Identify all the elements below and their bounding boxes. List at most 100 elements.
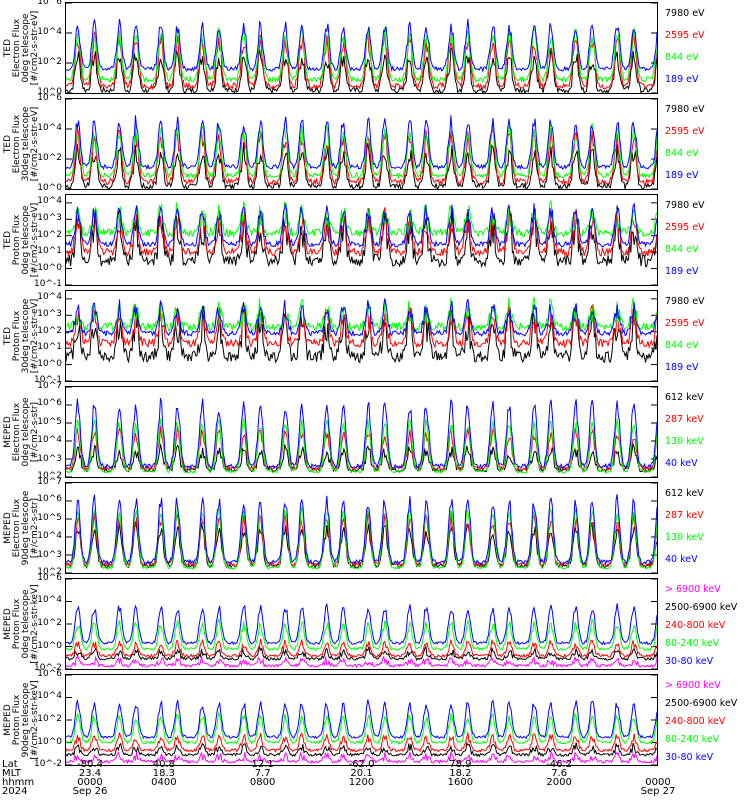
y-tick-label: 10^1 — [37, 342, 62, 353]
y-tick-label: 10^6 — [37, 573, 62, 583]
footer-mlt-value: 18.3 — [152, 768, 175, 779]
legend-entry: 287 keV — [665, 414, 704, 425]
footer-lat-value: -80.4 — [77, 759, 103, 770]
y-tick-label: 10^0 — [37, 359, 62, 370]
legend-entry: 844 eV — [665, 244, 699, 255]
y-axis-label-line: 0deg telescope — [21, 397, 31, 467]
footer-hhmm-value: 0000 — [645, 777, 671, 788]
y-axis-label: TED Electron Flux 30deg telescope [#/cm2-s-… — [0, 98, 44, 190]
legend-entry: 612 keV — [665, 488, 704, 499]
y-tick-label: 10^3 — [37, 308, 62, 319]
legend: > 6900 keV 2500-6900 keV 240-800 keV 80-240… — [665, 674, 750, 766]
y-axis-label-line: TED — [3, 135, 13, 154]
y-axis-label: TED Proton Flux 0deg telescope [#/cm2-s-str… — [0, 194, 44, 286]
legend-entry: 2595 eV — [665, 222, 705, 233]
legend-entry: 80-240 keV — [665, 638, 720, 649]
flux-panel-4: TED Proton Flux 30deg telescope [#/cm2-s-st… — [0, 290, 750, 385]
y-axis-label-line: Electron Flux — [12, 114, 22, 173]
footer-row-label: hhmm — [2, 777, 35, 788]
series-line-green — [66, 296, 657, 333]
footer-date-value: Sep 26 — [72, 786, 108, 797]
series-line-green — [66, 506, 657, 570]
y-axis-label-line: MEPED — [3, 608, 13, 640]
series-line-red — [66, 638, 657, 658]
legend: 612 keV 287 keV 130 keV 40 keV — [665, 482, 750, 574]
legend-entry: 189 eV — [665, 266, 699, 277]
series-line-red — [66, 732, 657, 753]
y-axis-label-line: [#/cm2-s-str] — [30, 498, 40, 558]
y-axis-label-line: 30deg telescope — [21, 106, 31, 181]
y-axis-label: MEPED Electron Flux 0deg telescope [#/cm2-s… — [0, 386, 44, 478]
legend-entry: 80-240 keV — [665, 734, 720, 745]
footer-lat-value: 40.8 — [152, 759, 175, 770]
y-axis-label-line: [#/cm2-s-str-keV] — [30, 680, 40, 759]
series-line-green — [66, 123, 657, 180]
series-line-green — [66, 199, 657, 239]
y-axis-label-line: Electron Flux — [12, 402, 22, 461]
series-line-green — [66, 712, 657, 745]
y-axis-label-line: [#/cm2-s-str-eV] — [30, 11, 40, 86]
legend-entry: 612 keV — [665, 392, 704, 403]
footer-lat-value: 78.9 — [449, 759, 472, 770]
y-axis-label-line: 30deg telescope — [21, 298, 31, 373]
flux-panel-6: MEPED Electron Flux 90deg telescope [#/cm2-… — [0, 478, 750, 577]
y-tick-label: 10^2 — [37, 714, 62, 724]
plot-area — [65, 674, 658, 766]
y-axis-label-line: TED — [3, 39, 13, 58]
series-line-blue — [66, 18, 657, 73]
y-axis-label-line: 90deg telescope — [21, 490, 31, 565]
y-tick-label: 10^4 — [37, 435, 62, 446]
flux-panel-1: TED Electron Flux 0deg telescope [#/cm2-s-s… — [0, 0, 750, 97]
y-tick-label: 10^4 — [37, 691, 62, 701]
legend-entry: 130 keV — [665, 436, 704, 447]
y-tick-label: 10^2 — [37, 153, 62, 164]
plot-area — [65, 578, 658, 670]
y-tick-label: 10^6 — [37, 93, 62, 103]
y-axis-label-line: 0deg telescope — [21, 589, 31, 659]
series-line-red — [66, 127, 657, 187]
legend-entry: 2500-6900 keV — [665, 602, 738, 613]
y-tick-label: 10^6 — [37, 494, 62, 505]
plot-area — [65, 98, 658, 190]
footer-hhmm-value: 2000 — [546, 777, 572, 788]
legend-entry: > 6900 keV — [665, 680, 721, 691]
footer-hhmm-value: 1600 — [447, 777, 474, 788]
y-axis-label-line: MEPED — [3, 512, 13, 544]
series-line-green — [66, 27, 657, 84]
legend: 7980 eV 2595 eV 844 eV 189 eV — [665, 2, 750, 94]
legend-entry: 189 eV — [665, 170, 699, 181]
y-tick-labels: 10^-2 10^0 10^2 10^4 10^6 — [28, 670, 64, 769]
y-tick-label: 10^0 — [37, 641, 62, 651]
legend: > 6900 keV 2500-6900 keV 240-800 keV 80-240… — [665, 578, 750, 670]
y-tick-label: 10^0 — [37, 87, 62, 97]
y-axis-label-line: Electron Flux — [12, 18, 22, 77]
series-line-magenta — [66, 655, 657, 669]
footer-mlt-value: 7.6 — [551, 768, 568, 779]
y-tick-label: 10^2 — [37, 229, 62, 240]
legend-entry: > 6900 keV — [665, 584, 721, 595]
y-tick-label: 10^5 — [37, 416, 62, 427]
y-tick-labels: 10^-1 10^0 10^1 10^2 10^3 10^4 — [28, 194, 64, 289]
y-axis-label: TED Electron Flux 0deg telescope [#/cm2-s-s… — [0, 2, 44, 94]
series-line-blue — [66, 397, 657, 470]
footer-hhmm-value: 1200 — [348, 777, 375, 788]
legend-entry: 844 eV — [665, 52, 699, 63]
y-tick-label: 10^0 — [37, 183, 62, 193]
plot-area — [65, 194, 658, 286]
y-axis-label-line: [#/cm2-s-str-keV] — [30, 584, 40, 663]
y-tick-label: 10^3 — [37, 453, 62, 464]
series-line-black — [66, 46, 657, 93]
y-tick-label: 10^6 — [37, 398, 62, 409]
y-axis-label-line: 90deg telescope — [21, 682, 31, 757]
series-line-blue — [66, 115, 657, 171]
footer-mlt-value: 7.7 — [254, 768, 271, 779]
footer-lat-value: -62.0 — [348, 759, 375, 770]
y-tick-labels: 10^-1 10^0 10^1 10^2 10^3 10^4 — [28, 290, 64, 385]
y-axis-label-line: 0deg telescope — [21, 205, 31, 275]
series-line-red — [66, 303, 657, 349]
y-axis-label-line: TED — [3, 231, 13, 250]
flux-panel-3: TED Proton Flux 0deg telescope [#/cm2-s-str… — [0, 194, 750, 289]
legend-entry: 7980 eV — [665, 104, 705, 115]
y-tick-label: 10^3 — [37, 549, 62, 560]
